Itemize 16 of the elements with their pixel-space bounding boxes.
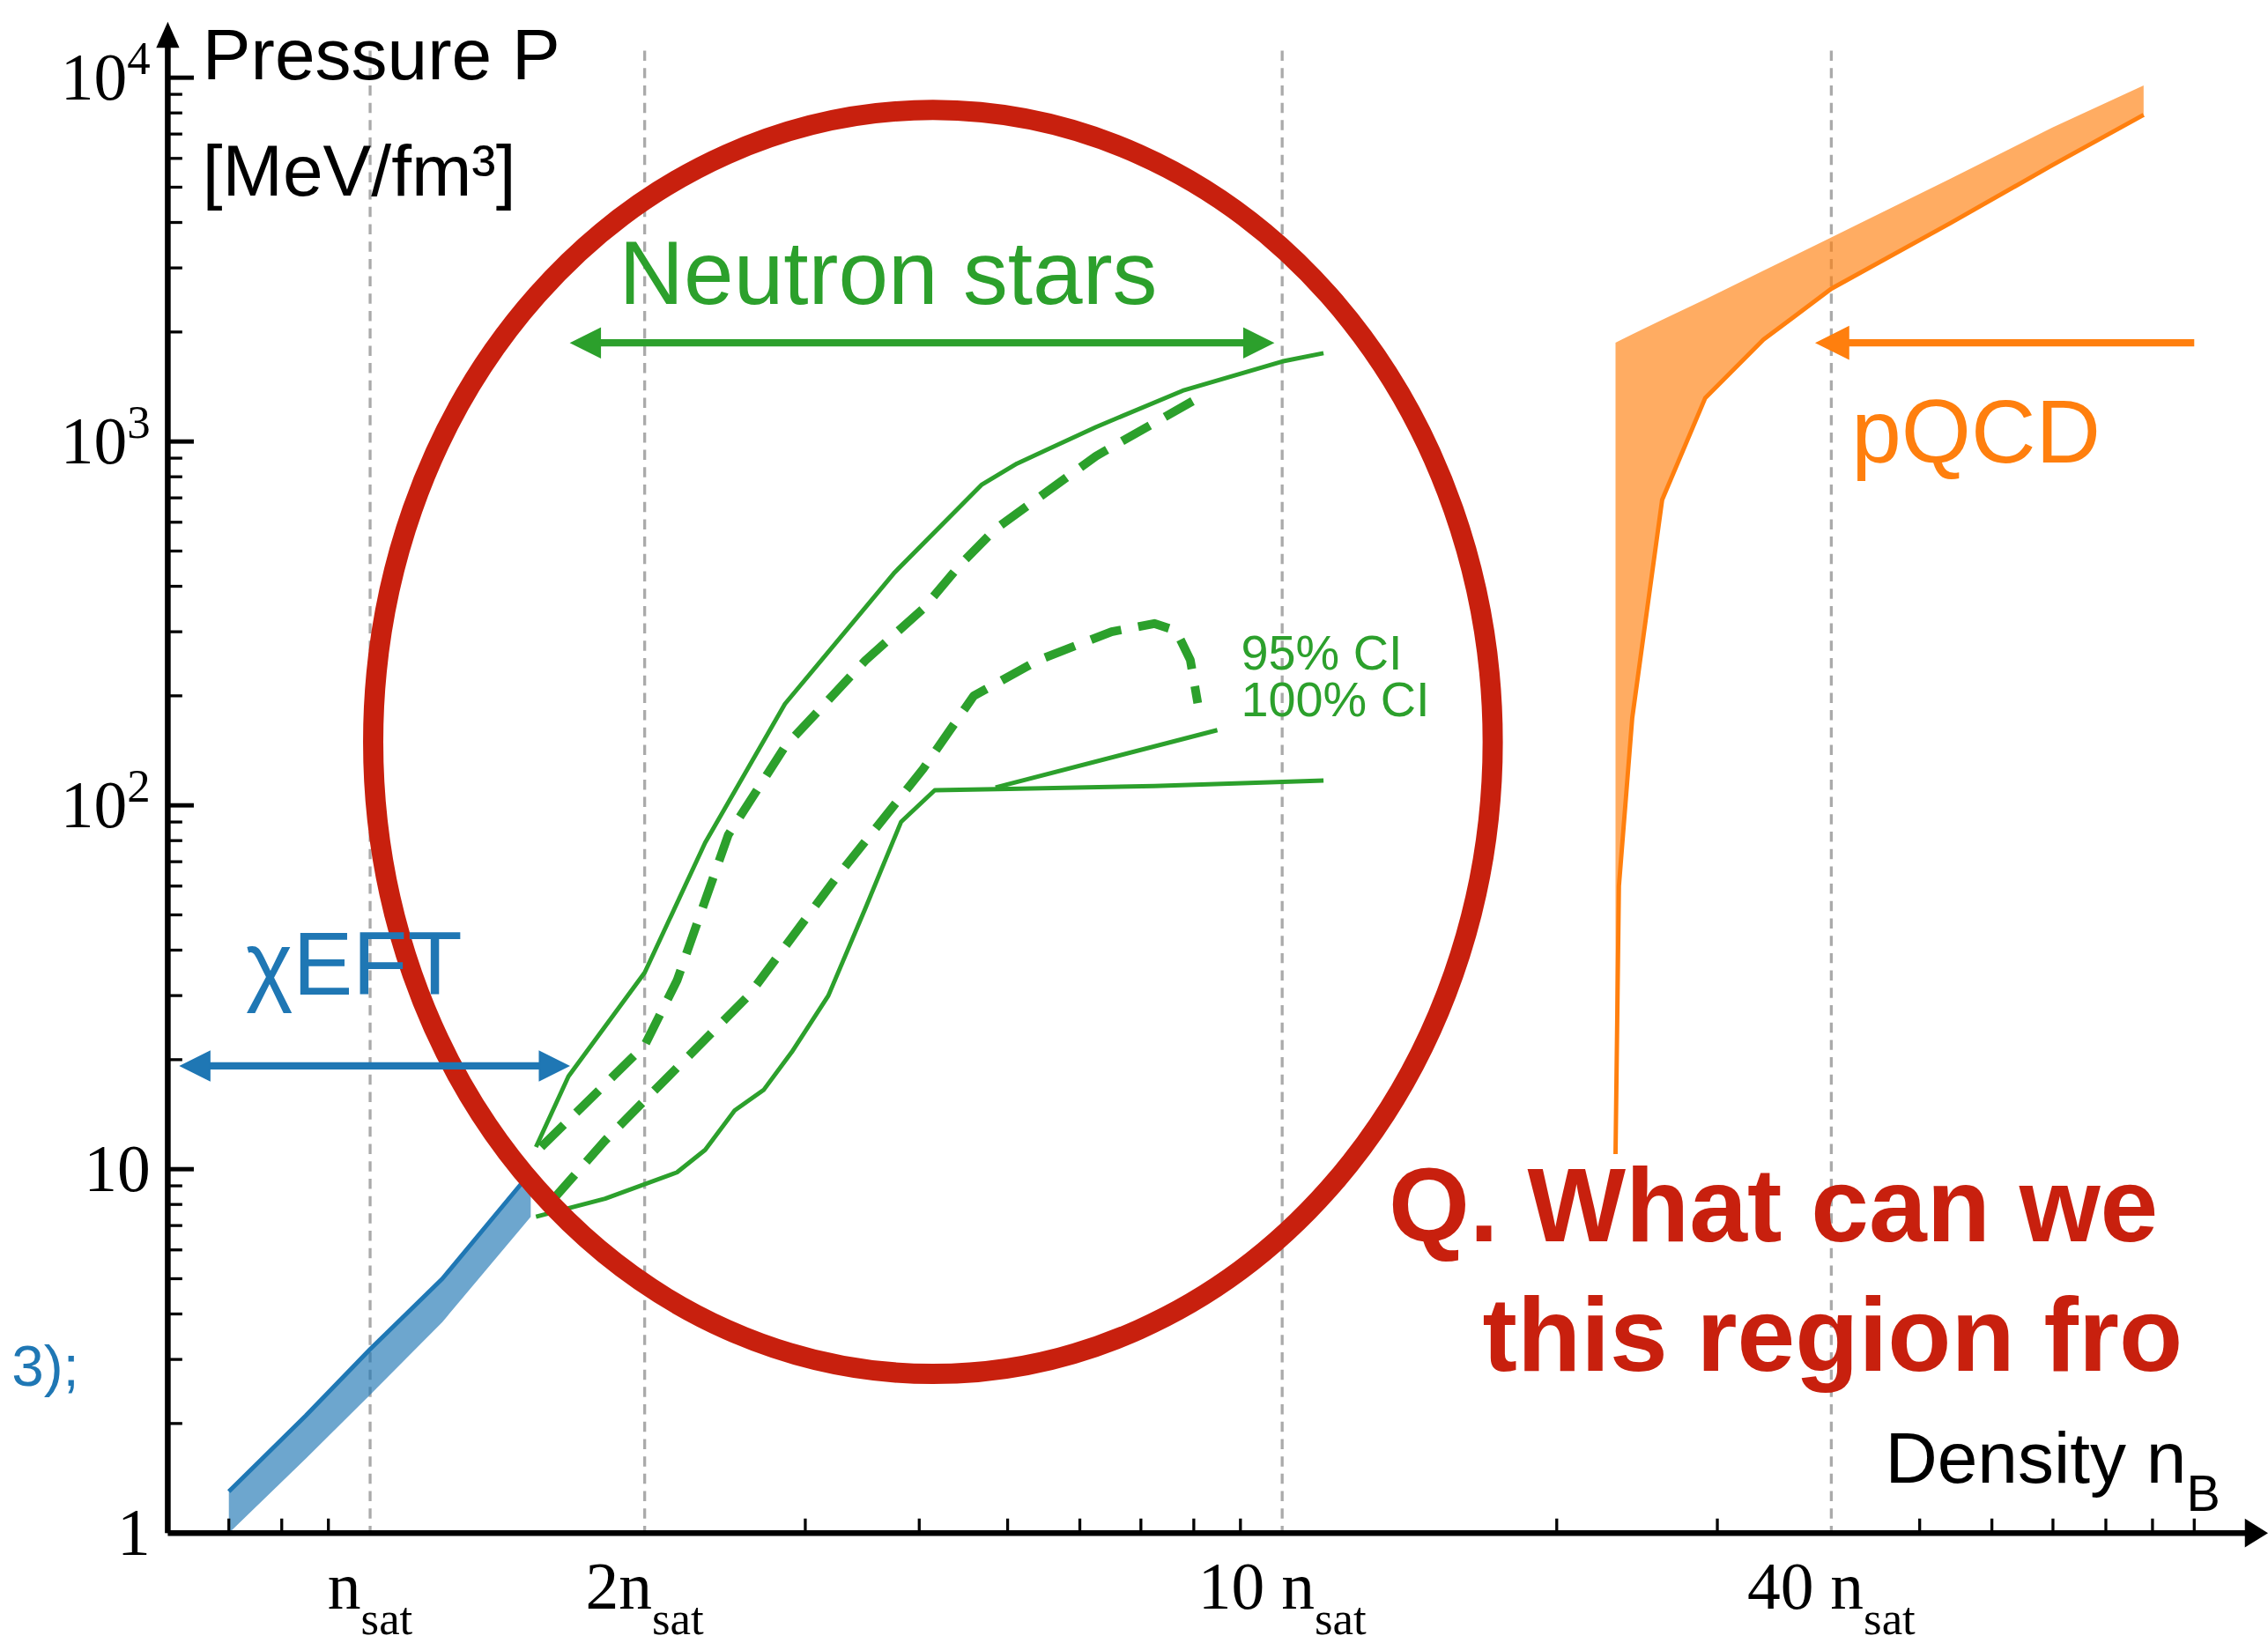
y-tick-label: 10$^{4}$ — [60, 32, 151, 114]
y-tick-label: 1 — [116, 1495, 151, 1569]
x-tick-label: 2n$_{sat}$ — [585, 1549, 705, 1643]
x-axis-title: Density n$_{B}$ — [1885, 1417, 2220, 1521]
y-tick-label: 10$^{2}$ — [60, 759, 151, 841]
y-axis-title: Pressure P [MeV/fm³] — [202, 14, 560, 211]
y-tick-label: 10$^{3}$ — [60, 396, 151, 477]
y-tick-label: 10 — [84, 1131, 151, 1205]
annotation: Neutron stars — [619, 222, 1158, 323]
text: 3); — [11, 1333, 79, 1398]
annotation: Q. What can we — [1388, 1146, 2159, 1263]
annotation: this region fro — [1482, 1277, 2183, 1394]
x-tick-label: 40 n$_{sat}$ — [1746, 1549, 1916, 1643]
annotation: pQCD — [1851, 381, 2101, 483]
x-tick-label: n$_{sat}$ — [327, 1549, 413, 1643]
x-tick-label: 10 n$_{sat}$ — [1197, 1549, 1367, 1643]
